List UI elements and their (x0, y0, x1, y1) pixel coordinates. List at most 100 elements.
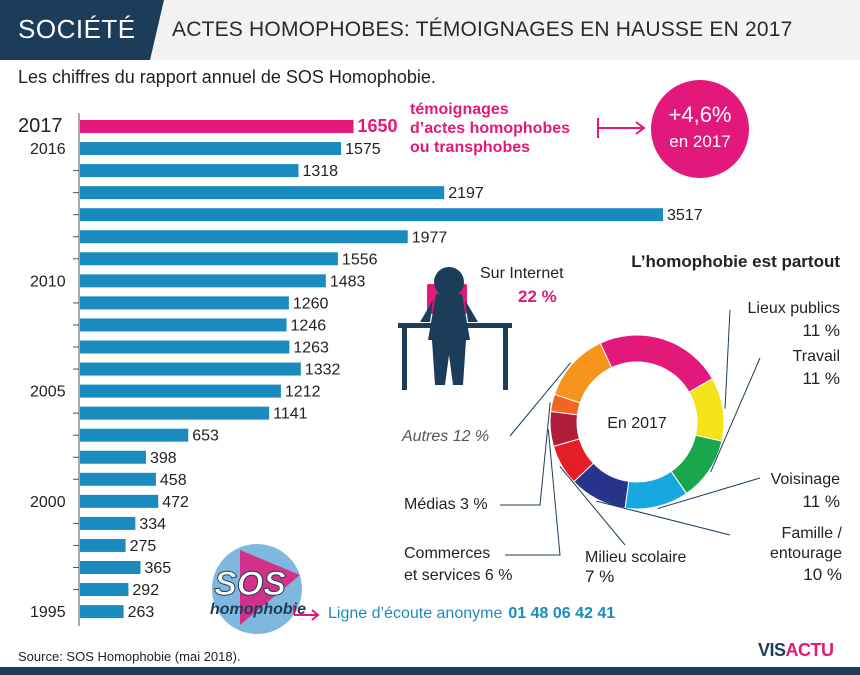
bar-value-label: 653 (192, 428, 219, 445)
leader-line (505, 429, 561, 556)
leader-line (509, 362, 572, 437)
bar-value-label: 365 (145, 560, 172, 577)
hotline-number: 01 48 06 42 41 (508, 605, 616, 622)
decorations: SOS homophobie (210, 118, 646, 634)
year-label: 2017 (18, 115, 63, 137)
highlight-text: témoignages d’actes homophobes ou transp… (410, 100, 610, 157)
leader-line (559, 465, 626, 546)
change-year: en 2017 (669, 132, 731, 151)
bar-2014 (80, 186, 445, 200)
bar-value-label: 472 (162, 494, 189, 511)
computer-user-icon (398, 267, 512, 390)
arrow-head (635, 121, 646, 135)
leader-line (657, 477, 761, 510)
logo-part-2: ACTU (785, 640, 835, 660)
bar-1995 (80, 605, 124, 619)
bar-2011 (80, 252, 338, 266)
donut-chart: En 2017 L’homophobie est partout Sur Inter… (401, 252, 843, 586)
bar-2003 (80, 428, 189, 442)
bar-value-label: 1650 (358, 116, 398, 136)
visactu-logo: VISACTU (758, 640, 834, 661)
section-tag: SOCIÉTÉ (0, 0, 150, 60)
bar-value-label: 1141 (273, 406, 308, 423)
bar-2015 (80, 164, 299, 178)
slice-label: et services 6 % (404, 567, 512, 584)
year-label: 2016 (30, 141, 66, 158)
bar-2013 (80, 208, 663, 222)
bar-2017 (80, 120, 354, 133)
donut-slice (553, 342, 613, 404)
year-label: 2000 (30, 494, 66, 511)
bar-value-label: 292 (132, 582, 159, 599)
hotline-arrow-head (311, 609, 320, 621)
leader-line (596, 500, 731, 536)
bar-2008 (80, 318, 287, 332)
change-badge: +4,6% en 2017 (651, 80, 749, 178)
logo-part-1: VIS (758, 640, 786, 660)
slice-value: 22 % (518, 287, 557, 306)
slice-value: 10 % (803, 565, 842, 584)
slice-label: Autres 12 % (401, 428, 489, 445)
source-note: Source: SOS Homophobie (mai 2018). (18, 649, 241, 664)
headline: ACTES HOMOPHOBES: TÉMOIGNAGES EN HAUSSE … (172, 18, 793, 41)
bar-2002 (80, 450, 146, 464)
bar-2006 (80, 362, 301, 376)
bar-2009 (80, 296, 289, 310)
donut-slice (599, 334, 714, 393)
bottom-bar (0, 667, 860, 675)
bar-1996 (80, 583, 129, 597)
bar-value-label: 3517 (667, 207, 703, 224)
bar-value-label: 2197 (448, 185, 484, 202)
bar-value-label: 263 (128, 604, 155, 621)
bar-2001 (80, 472, 156, 486)
subtitle: Les chiffres du rapport annuel de SOS Ho… (18, 67, 436, 87)
highlight-line-1: témoignages (410, 101, 509, 118)
bar-1999 (80, 516, 136, 530)
bar-value-label: 1556 (342, 251, 378, 268)
leader-line (724, 309, 731, 409)
year-label: 1995 (30, 604, 66, 621)
leader-line (500, 402, 551, 506)
bar-2012 (80, 230, 408, 244)
bar-2000 (80, 494, 159, 508)
hotline: Ligne d’écoute anonyme 01 48 06 42 41 (328, 605, 615, 623)
bar-value-label: 1260 (293, 295, 329, 312)
slice-label: Milieu scolaire (585, 549, 686, 566)
slice-value: 11 % (803, 492, 841, 511)
slice-label: Lieux publics (748, 300, 841, 317)
change-value: +4,6% (668, 102, 732, 127)
slice-label: entourage (770, 545, 842, 562)
donut-center-label: En 2017 (607, 415, 667, 432)
slice-label: Famille / (782, 525, 843, 542)
leader-line (710, 357, 761, 473)
slice-value: 7 % (585, 567, 614, 586)
bar-value-label: 275 (130, 538, 157, 555)
bar-value-label: 334 (139, 516, 166, 533)
bar-value-label: 1263 (293, 340, 329, 357)
bar-2010 (80, 274, 326, 288)
bar-2007 (80, 340, 290, 354)
bar-chart: 1650 2017 1575 2016 1318 2197 3517 1977 1556 1483… (18, 113, 703, 626)
bar-2016 (80, 142, 342, 156)
bar-1997 (80, 561, 141, 574)
bar-1998 (80, 538, 126, 552)
year-label: 2010 (30, 273, 66, 290)
bar-value-label: 398 (150, 450, 177, 467)
bar-value-label: 1977 (412, 229, 448, 246)
section-tag-label: SOCIÉTÉ (18, 14, 136, 44)
bar-2005 (80, 384, 281, 398)
bar-value-label: 1332 (305, 362, 341, 379)
bar-2004 (80, 406, 270, 420)
year-label: 2005 (30, 384, 66, 401)
sos-homophobie-logo: SOS homophobie (210, 544, 306, 634)
slice-value: 11 % (803, 369, 841, 388)
hotline-label: Ligne d’écoute anonyme (328, 605, 503, 622)
highlight-line-2: d’actes homophobes (410, 120, 571, 137)
svg-text:homophobie: homophobie (210, 601, 306, 618)
bar-value-label: 1575 (345, 141, 381, 158)
bar-value-label: 1483 (330, 273, 366, 290)
slice-label: Travail (793, 348, 840, 365)
slice-value: 11 % (803, 321, 841, 340)
slice-label: Sur Internet (480, 265, 564, 282)
